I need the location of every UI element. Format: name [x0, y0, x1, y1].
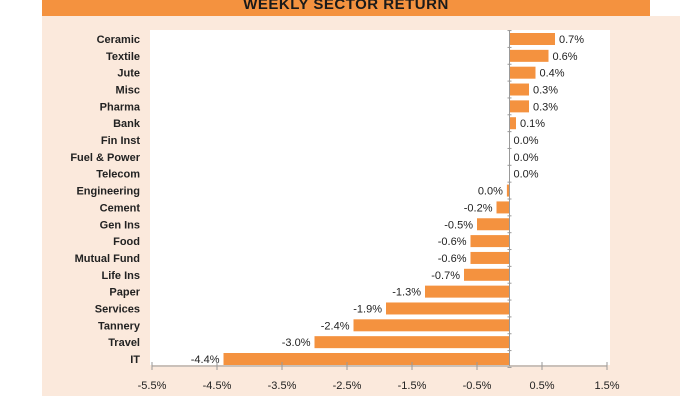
category-label: Engineering [76, 186, 140, 198]
category-label: Travel [108, 337, 140, 349]
bar [464, 268, 510, 281]
bar [353, 319, 510, 332]
plot-area [150, 30, 610, 365]
bar [509, 100, 529, 113]
x-tick-label: -1.5% [398, 380, 427, 392]
bar [470, 251, 510, 264]
bar [477, 218, 510, 231]
bar [496, 201, 510, 214]
category-label: Textile [106, 51, 140, 63]
category-label: Gen Ins [100, 219, 140, 231]
x-tick-label: -4.5% [203, 380, 232, 392]
bar [509, 33, 555, 45]
data-label: -1.3% [392, 287, 421, 299]
data-label: -1.9% [353, 303, 382, 315]
category-label: Fuel & Power [70, 152, 140, 164]
category-label: Bank [113, 118, 141, 130]
bar [223, 353, 510, 365]
data-label: 0.6% [553, 51, 578, 63]
x-tick-label: -0.5% [463, 380, 492, 392]
bar [506, 184, 510, 197]
data-label: 0.3% [533, 101, 558, 113]
data-label: -0.2% [464, 202, 493, 214]
data-label: 0.0% [478, 186, 503, 198]
category-label: IT [130, 354, 140, 366]
category-label: Pharma [100, 101, 141, 113]
chart-title: WEEKLY SECTOR RETURN [42, 0, 650, 16]
data-label: -0.7% [431, 270, 460, 282]
category-label: Jute [117, 68, 140, 80]
category-label: Mutual Fund [75, 253, 140, 265]
bar [509, 66, 536, 79]
data-label: -3.0% [282, 337, 311, 349]
data-label: 0.0% [514, 135, 539, 147]
category-label: Misc [116, 85, 140, 97]
bar [509, 117, 516, 130]
data-label: -4.4% [191, 354, 220, 366]
bar [509, 83, 529, 96]
data-label: -2.4% [321, 320, 350, 332]
data-label: 0.3% [533, 85, 558, 97]
bar [425, 285, 510, 298]
data-label: 0.1% [520, 118, 545, 130]
data-label: 0.0% [514, 169, 539, 181]
x-tick-label: 1.5% [594, 380, 619, 392]
data-label: 0.7% [559, 34, 584, 46]
x-tick-label: 0.5% [529, 380, 554, 392]
bar [314, 336, 510, 349]
x-tick-label: -2.5% [333, 380, 362, 392]
bar [509, 49, 549, 62]
category-label: Ceramic [97, 34, 140, 46]
bar [386, 302, 510, 315]
category-label: Life Ins [101, 270, 140, 282]
x-tick-label: -3.5% [268, 380, 297, 392]
category-label: Services [95, 303, 140, 315]
data-label: 0.4% [540, 68, 565, 80]
category-label: Food [113, 236, 140, 248]
category-label: Telecom [96, 169, 140, 181]
data-label: -0.6% [438, 253, 467, 265]
category-label: Paper [109, 287, 140, 299]
category-label: Fin Inst [101, 135, 140, 147]
category-label: Cement [100, 202, 141, 214]
category-label: Tannery [98, 320, 141, 332]
data-label: -0.5% [444, 219, 473, 231]
data-label: 0.0% [514, 152, 539, 164]
x-tick-label: -5.5% [138, 380, 167, 392]
data-label: -0.6% [438, 236, 467, 248]
bar [470, 235, 510, 248]
